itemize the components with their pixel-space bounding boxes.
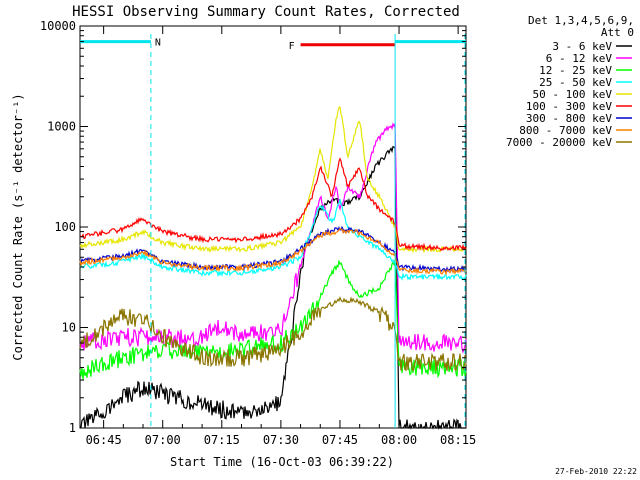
y-tick-label: 10000 (40, 19, 76, 33)
x-tick-label: 07:30 (263, 433, 299, 447)
footer-date: 27-Feb-2010 22:22 (555, 467, 637, 476)
x-tick-label: 08:15 (440, 433, 476, 447)
legend-entry-label: 12 - 25 keV (539, 64, 612, 77)
y-tick-label: 1 (69, 421, 76, 435)
y-axis: 1 10 100 1000 10000 (40, 19, 466, 435)
series-line (79, 145, 466, 431)
legend-entry-label: 6 - 12 keV (546, 52, 613, 65)
x-tick-label: 07:00 (145, 433, 181, 447)
x-tick-label: 07:15 (204, 433, 240, 447)
series-line (79, 198, 467, 281)
x-axis-label: Start Time (16-Oct-03 06:39:22) (170, 455, 394, 469)
x-tick-label: 07:45 (322, 433, 358, 447)
legend-title: Det 1,3,4,5,6,9, (528, 14, 634, 27)
markers-layer (150, 34, 466, 428)
legend-title: Att 0 (601, 26, 634, 39)
series-line (79, 296, 467, 372)
legend-entry-label: 7000 - 20000 keV (506, 136, 612, 149)
chart-title: HESSI Observing Summary Count Rates, Cor… (72, 4, 460, 20)
legend-entry-label: 100 - 300 keV (526, 100, 612, 113)
legend-entry-label: 3 - 6 keV (552, 40, 612, 53)
series-line (79, 227, 467, 276)
legend-entry-label: 50 - 100 keV (533, 88, 613, 101)
legend-entry-label: 300 - 800 keV (526, 112, 612, 125)
flag-label: F (289, 41, 295, 52)
x-axis: 06:45 07:00 07:15 07:30 07:45 08:00 08:15 (86, 26, 476, 447)
series-layer (79, 106, 467, 431)
flag-label: N (155, 38, 161, 49)
y-tick-label: 10 (62, 321, 76, 335)
y-axis-label: Corrected Count Rate (s⁻¹ detector⁻¹) (11, 93, 25, 360)
y-tick-label: 1000 (47, 120, 76, 134)
y-tick-label: 100 (54, 220, 76, 234)
x-tick-label: 06:45 (86, 433, 122, 447)
x-tick-label: 08:00 (381, 433, 417, 447)
series-line (79, 106, 467, 254)
series-line (79, 157, 467, 252)
legend-entry-label: 25 - 50 keV (539, 76, 612, 89)
legend-entry-label: 800 - 7000 keV (519, 124, 612, 137)
